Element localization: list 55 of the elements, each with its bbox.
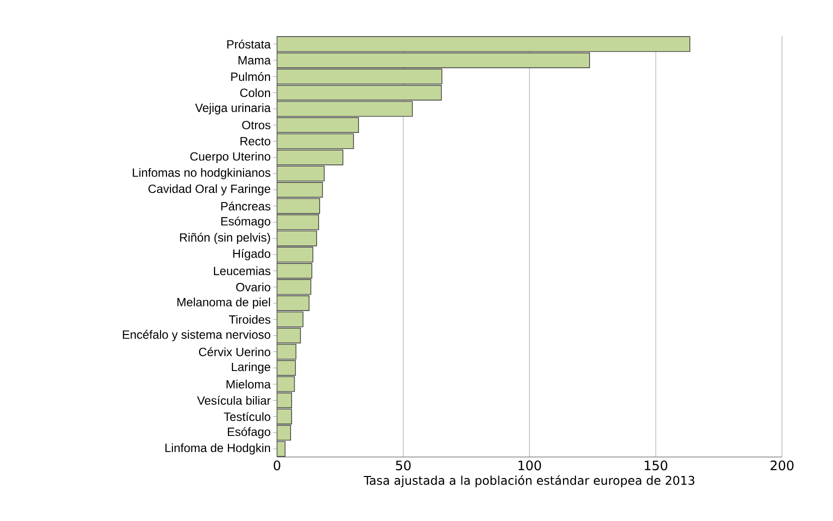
bar — [277, 262, 312, 279]
bar — [277, 198, 320, 214]
y-tick-label: Páncreas — [221, 202, 270, 210]
bar — [277, 68, 442, 84]
bar — [277, 84, 442, 100]
y-tick-label: Hígado — [233, 248, 270, 260]
x-tick-label: 0 — [274, 460, 280, 470]
bar — [277, 344, 296, 360]
bar — [277, 52, 590, 68]
y-tick-label: Recto — [240, 137, 270, 146]
bar — [277, 214, 320, 230]
bar — [277, 133, 354, 150]
bar — [277, 36, 690, 52]
y-tick-label: Pulmón — [231, 72, 270, 81]
y-tick-label: Mieloma — [226, 380, 271, 389]
bar — [277, 150, 344, 166]
x-axis-title: Tasa ajustada a la población estándar europea de 2013 — [364, 475, 694, 488]
y-tick-label: Tiroides — [228, 314, 270, 324]
y-tick-label: Otros — [242, 120, 270, 130]
y-tick-label: Riñón (sin pelvis) — [180, 232, 270, 244]
y-tick-label: Leucemias — [214, 266, 270, 276]
y-tick-label: Esófago — [228, 427, 270, 438]
y-tick-label: Mama — [238, 56, 271, 64]
x-tick-label: 150 — [644, 460, 668, 470]
y-tick-label: Próstata — [227, 40, 271, 49]
x-tick-label: 200 — [770, 460, 794, 470]
bar — [277, 101, 413, 117]
y-tick-label: Encéfalo y sistema nervioso — [122, 330, 270, 342]
bar — [277, 279, 312, 295]
y-tick-label: Colon — [240, 88, 270, 98]
bar — [277, 408, 292, 424]
y-tick-label: Cavidad Oral y Faringe — [148, 184, 270, 196]
bar — [277, 182, 323, 198]
y-tick-label: Melanoma de piel — [177, 298, 270, 309]
y-tick-label: Linfomas no hodgkinianos — [132, 168, 270, 180]
x-tick-label: 100 — [518, 460, 541, 470]
y-tick-label: Cuerpo Uterino — [190, 152, 270, 164]
bar — [277, 230, 317, 246]
bar — [277, 392, 292, 408]
y-tick-label: Vesícula biliar — [197, 396, 271, 405]
y-tick-label: Esómago — [221, 216, 270, 228]
bar — [277, 312, 304, 328]
bar — [277, 425, 291, 440]
y-tick-label: Linfoma de Hodgkin — [165, 443, 270, 454]
x-tick-label: 50 — [396, 460, 411, 470]
y-tick-label: Testículo — [224, 412, 270, 421]
y-tick-label: Laringe — [232, 362, 270, 374]
bar — [277, 246, 314, 262]
bar — [277, 166, 325, 182]
y-tick-label: Cérvix Uerino — [198, 347, 270, 356]
bar — [277, 295, 310, 311]
bar — [277, 117, 359, 133]
y-tick-label: Ovario — [236, 282, 270, 292]
bar — [277, 328, 301, 344]
y-tick-label: Vejiga urinaria — [195, 103, 271, 114]
